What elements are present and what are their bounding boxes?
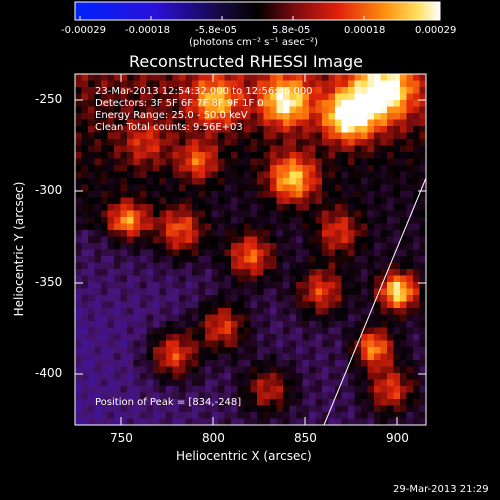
solar-limb-line [323, 177, 427, 426]
colorbar-tick-label: -0.00018 [125, 25, 170, 36]
y-axis-label: Heliocentric Y (arcsec) [12, 181, 26, 317]
colorbar-tick-label: -5.8e-05 [195, 25, 237, 36]
colorbar-tick-label: 5.8e-05 [272, 25, 311, 36]
x-tick-label: 900 [386, 431, 409, 445]
plot-timestamp: 29-Mar-2013 21:29 [393, 484, 489, 495]
colorbar-tick-label: -0.00029 [61, 25, 106, 36]
y-tick-label: -350 [35, 275, 63, 289]
y-tick-label: -300 [35, 183, 63, 197]
x-axis-ticks [120, 74, 398, 425]
y-axis-ticks [75, 99, 426, 375]
colorbar-tick-label: 0.00029 [415, 25, 457, 36]
colorbar-ticks [79, 16, 436, 20]
y-tick-label: -400 [35, 366, 63, 380]
colorbar-tick-label: 0.00018 [344, 25, 386, 36]
plot-frame [74, 73, 427, 426]
rhessi-image-heatmap [75, 74, 426, 425]
plot-title: Reconstructed RHESSI Image [129, 52, 363, 71]
colorbar-unit-label: (photons cm⁻² s⁻¹ asec⁻²) [189, 37, 319, 48]
x-tick-label: 800 [202, 431, 225, 445]
info-detectors: Detectors: 3F 5F 6F 7F 8F 9F 1F 0 [95, 98, 264, 109]
y-tick-label: -250 [35, 92, 63, 106]
x-axis-label: Heliocentric X (arcsec) [176, 449, 312, 463]
info-clean-counts: Clean Total counts: 9.56E+03 [95, 122, 243, 133]
x-tick-label: 750 [110, 431, 133, 445]
info-energy-range: Energy Range: 25.0 - 50.0 keV [95, 110, 248, 121]
x-tick-label: 850 [294, 431, 317, 445]
info-time-range: 23-Mar-2013 12:54:32.000 to 12:56:36.000 [95, 86, 313, 97]
colorbar [74, 1, 441, 21]
peak-position-label: Position of Peak = [834,-248] [95, 397, 242, 408]
